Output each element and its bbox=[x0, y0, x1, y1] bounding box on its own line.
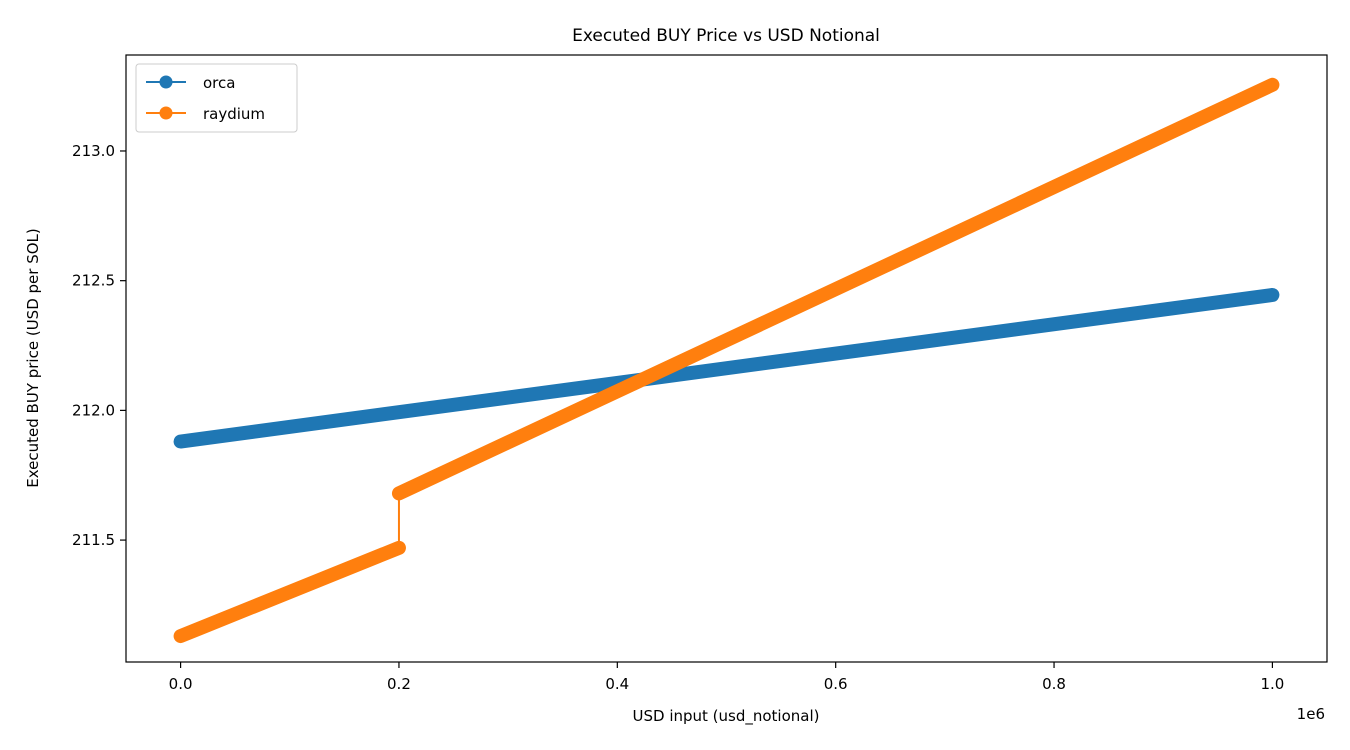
legend-label-orca: orca bbox=[203, 74, 235, 92]
y-tick-label: 212.5 bbox=[72, 272, 115, 290]
orca-marker-band-1 bbox=[173, 287, 1280, 449]
chart-title: Executed BUY Price vs USD Notional bbox=[572, 26, 880, 46]
x-tick-label: 1.0 bbox=[1260, 675, 1284, 693]
legend: orca raydium bbox=[135, 63, 298, 133]
series-layer bbox=[173, 77, 1280, 644]
legend-marker-raydium bbox=[159, 106, 173, 120]
x-axis: 0.0 0.2 0.4 0.6 0.8 1.0 bbox=[169, 662, 1284, 693]
x-tick-label: 0.6 bbox=[824, 675, 848, 693]
x-axis-offset-label: 1e6 bbox=[1297, 705, 1325, 723]
x-axis-label: USD input (usd_notional) bbox=[633, 707, 820, 726]
x-tick-label: 0.8 bbox=[1042, 675, 1066, 693]
raydium-marker-band-1 bbox=[173, 540, 406, 644]
plot-frame bbox=[125, 54, 1328, 663]
x-tick-label: 0.0 bbox=[169, 675, 193, 693]
y-axis: 211.5 212.0 212.5 213.0 bbox=[72, 142, 126, 549]
legend-label-raydium: raydium bbox=[203, 105, 265, 123]
x-tick-label: 0.4 bbox=[605, 675, 629, 693]
legend-items: orca raydium bbox=[146, 74, 265, 123]
raydium-marker-band-2 bbox=[391, 77, 1280, 501]
y-tick-label: 212.0 bbox=[72, 401, 115, 419]
y-axis-label: Executed BUY price (USD per SOL) bbox=[24, 228, 42, 487]
y-tick-label: 213.0 bbox=[72, 142, 115, 160]
legend-marker-orca bbox=[159, 75, 173, 89]
x-tick-label: 0.2 bbox=[387, 675, 411, 693]
y-tick-label: 211.5 bbox=[72, 531, 115, 549]
